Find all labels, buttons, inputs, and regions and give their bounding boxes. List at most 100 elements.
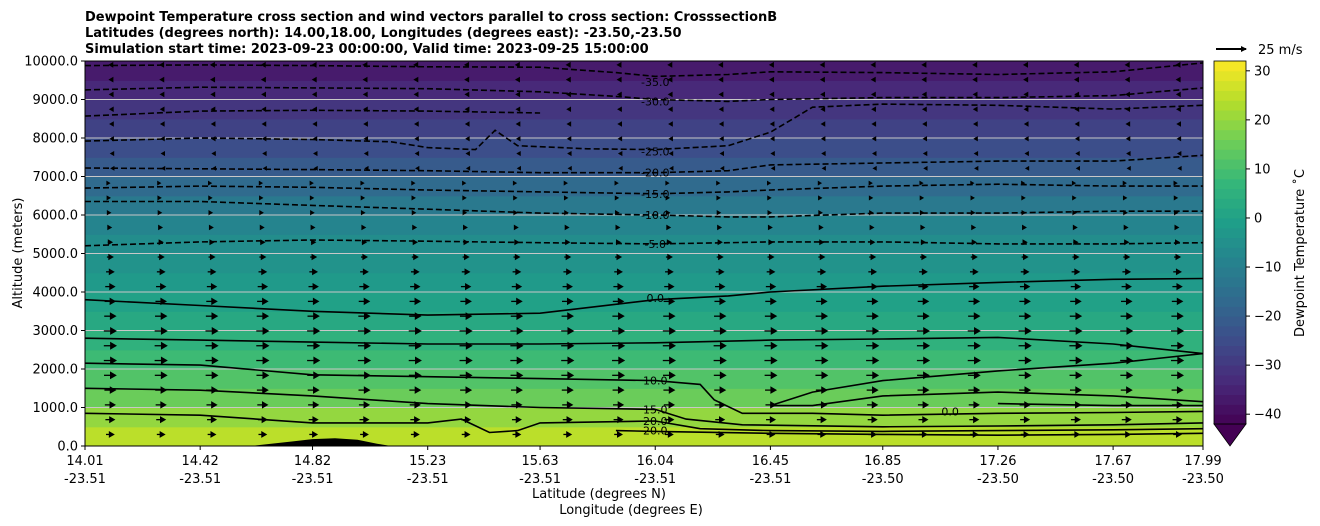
wind-vector (462, 253, 470, 261)
wind-vector-head (160, 326, 168, 335)
wind-vector (510, 312, 524, 321)
wind-vector-head (260, 239, 266, 246)
wind-vector (770, 150, 775, 157)
wind-vector-head (107, 239, 114, 246)
wind-vector (258, 180, 264, 186)
wind-vector (1069, 386, 1082, 394)
wind-vector-head (414, 386, 422, 394)
wind-vector-head (872, 326, 880, 335)
wind-vector (261, 91, 267, 98)
wind-vector-head (363, 121, 368, 127)
wind-vector (870, 91, 876, 98)
wind-vector-head (769, 76, 775, 83)
wind-vector-head (567, 356, 575, 365)
wind-vector-head (1075, 297, 1082, 306)
wind-vector (307, 356, 321, 365)
wind-vector (362, 61, 368, 68)
wind-vector-head (260, 76, 266, 83)
wind-vector-head (1074, 91, 1080, 98)
wind-vector (665, 180, 670, 186)
wind-vector (561, 341, 575, 350)
wind-vector-head (770, 371, 778, 380)
wind-vector (561, 356, 575, 365)
wind-vector (917, 371, 930, 380)
wind-vector-head (516, 356, 524, 365)
wind-vector (972, 76, 978, 83)
wind-vector-head (211, 165, 217, 171)
wind-vector-head (820, 268, 827, 276)
wind-vector-head (1173, 195, 1179, 201)
wind-vector (461, 416, 472, 424)
wind-vector-head (157, 210, 163, 216)
colorbar-band (1214, 119, 1246, 131)
wind-vector (208, 253, 216, 261)
wind-vector-head (767, 195, 772, 201)
wind-vector-head (1174, 224, 1180, 231)
y-tick-label: 1000.0 (33, 401, 79, 416)
wind-vector (970, 180, 975, 186)
wind-vector-head (919, 210, 925, 216)
wind-vector (154, 371, 168, 380)
wind-vector (613, 401, 625, 409)
wind-vector-head (566, 401, 574, 409)
wind-vector-head (871, 431, 878, 438)
wind-vector (311, 239, 317, 246)
wind-vector (460, 401, 472, 409)
wind-vector-head (211, 326, 219, 335)
wind-vector-head (1176, 401, 1184, 409)
wind-vector-head (110, 326, 118, 335)
wind-vector-head (1126, 326, 1134, 335)
wind-vector-head (208, 210, 214, 216)
wind-vector-head (669, 326, 677, 335)
wind-vector (105, 282, 116, 291)
wind-vector-head (616, 61, 622, 68)
wind-vector-head (921, 268, 928, 276)
wind-vector (922, 136, 928, 142)
wind-vector (358, 297, 371, 306)
wind-vector-head (1075, 356, 1083, 365)
wind-vector (867, 401, 879, 409)
wind-vector (357, 341, 372, 350)
x-tick-label-latitude: 16.45 (752, 454, 789, 469)
wind-vector (514, 61, 520, 68)
wind-vector (312, 121, 318, 127)
wind-vector-head (719, 282, 726, 291)
wind-vector-head (668, 136, 673, 142)
wind-vector-head (261, 431, 268, 438)
wind-vector-head (668, 386, 676, 394)
wind-vector-head (1074, 282, 1082, 291)
wind-vector (867, 416, 878, 424)
wind-vector-head (313, 150, 318, 157)
wind-vector (1018, 312, 1032, 321)
wind-vector-head (514, 239, 520, 246)
wind-vector-head (261, 282, 269, 291)
wind-vector (414, 121, 419, 127)
wind-vector-head (1023, 91, 1029, 98)
wind-vector (1070, 297, 1082, 306)
wind-vector-head (974, 326, 981, 335)
wind-vector (969, 416, 980, 424)
wind-vector (159, 76, 165, 83)
wind-vector (411, 253, 419, 261)
wind-vector (106, 210, 112, 216)
wind-vector-head (567, 326, 575, 335)
wind-vector (766, 431, 776, 438)
wind-vector (1074, 106, 1080, 112)
wind-vector-head (514, 253, 521, 261)
wind-vector-head (211, 297, 218, 306)
wind-vector-head (871, 282, 878, 291)
wind-vector (866, 341, 880, 350)
wind-vector (515, 136, 521, 142)
wind-vector (765, 401, 777, 409)
x-tick-label-latitude: 17.26 (979, 454, 1016, 469)
wind-vector-head (211, 150, 216, 157)
wind-vector (615, 253, 623, 261)
wind-vector-head (922, 297, 930, 306)
wind-vector-head (516, 312, 524, 321)
wind-vector-head (1075, 386, 1082, 394)
wind-vector-head (363, 312, 371, 321)
wind-vector-head (362, 61, 368, 68)
wind-vector (668, 121, 673, 127)
wind-vector (1069, 371, 1083, 380)
wind-vector-head (1022, 61, 1029, 68)
